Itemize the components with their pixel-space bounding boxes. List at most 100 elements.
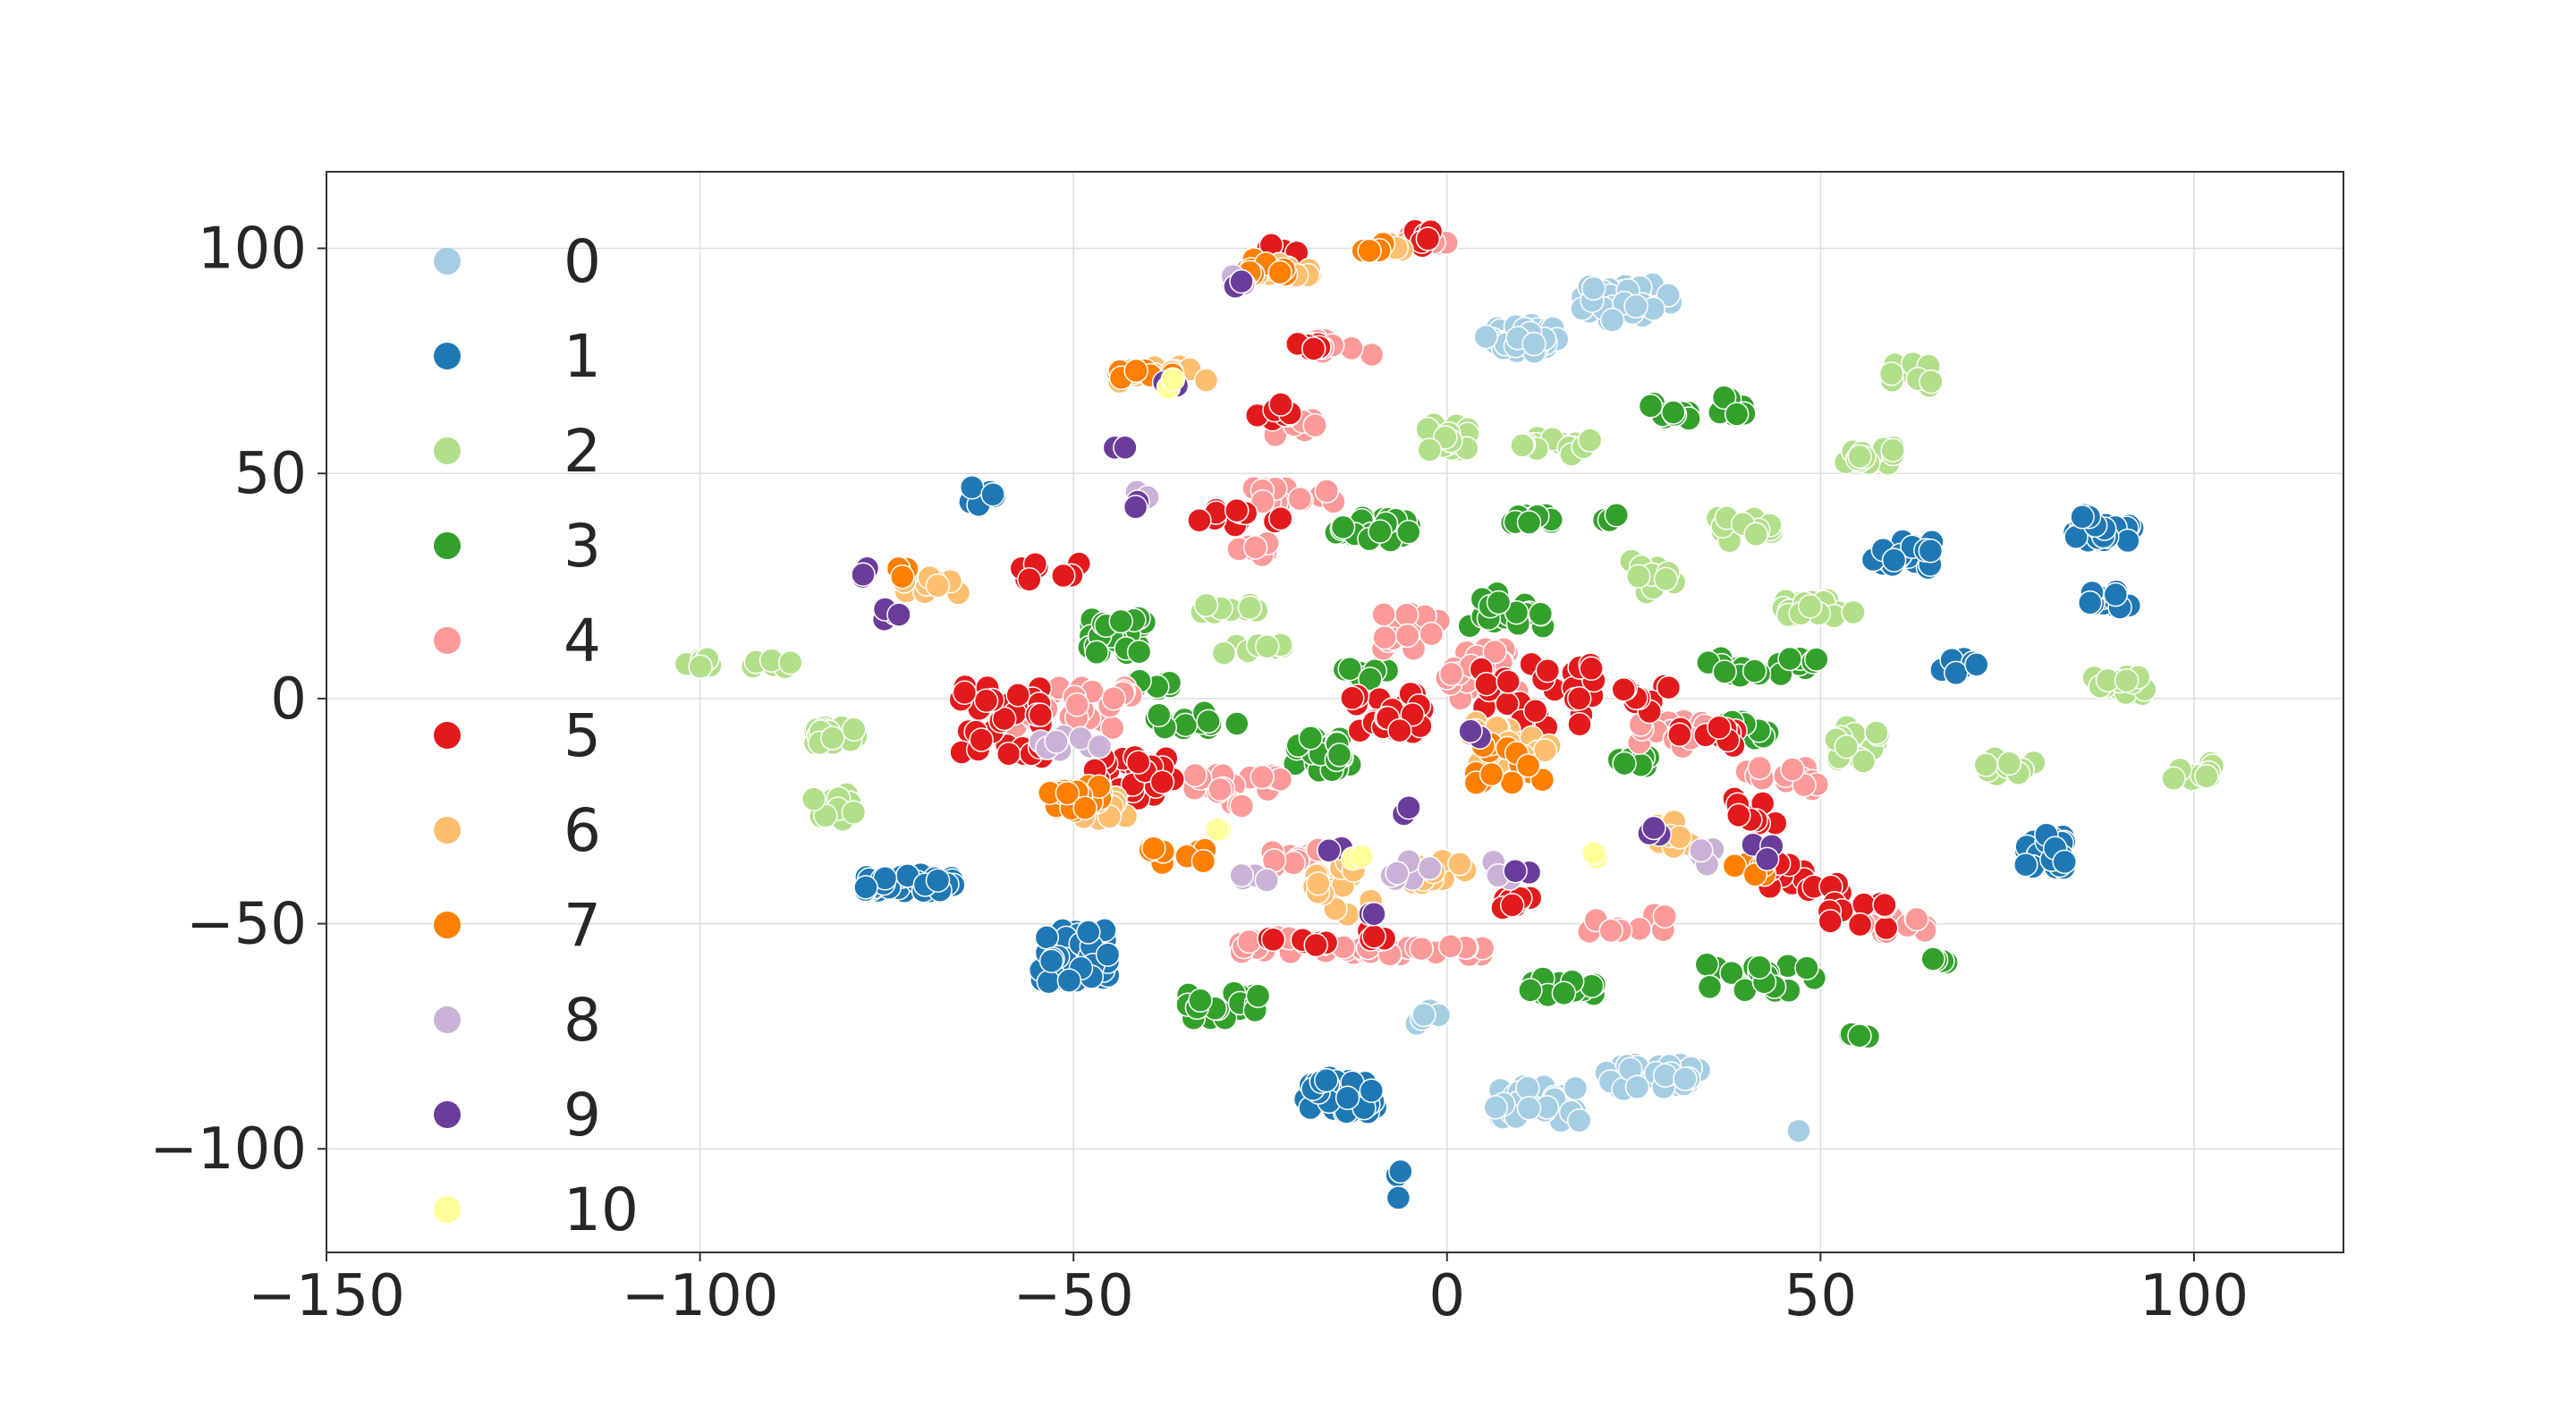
data-point — [1786, 1118, 1811, 1143]
data-point — [1579, 656, 1604, 682]
legend-marker — [434, 627, 461, 654]
data-point — [1317, 837, 1342, 863]
data-point — [2161, 766, 2186, 792]
data-point — [1229, 793, 1255, 819]
data-point — [1388, 1158, 1413, 1184]
data-point — [1250, 764, 1275, 790]
data-point — [925, 868, 951, 893]
data-point — [1303, 932, 1328, 958]
data-point — [1486, 590, 1512, 615]
data-point — [1419, 621, 1445, 647]
data-point — [1064, 692, 1089, 717]
legend-label: 1 — [564, 322, 601, 391]
data-point — [1368, 519, 1393, 544]
data-point — [890, 564, 915, 590]
data-point — [1872, 892, 1897, 918]
data-point — [2114, 667, 2140, 693]
data-point — [952, 680, 978, 706]
data-point — [1458, 718, 1483, 744]
data-point — [1567, 711, 1592, 737]
data-point — [1604, 503, 1630, 528]
data-point — [1873, 915, 1899, 941]
data-point — [1250, 489, 1275, 514]
data-point — [1474, 671, 1499, 697]
y-axis: −100 −50 0 50 100 — [149, 216, 326, 1183]
data-point — [1804, 647, 1829, 672]
data-point — [1973, 752, 1999, 777]
data-point — [1028, 702, 1054, 727]
legend: 0 1 2 3 4 5 6 7 8 9 10 — [434, 227, 639, 1244]
data-point — [2013, 852, 2038, 878]
legend-label: 3 — [564, 512, 601, 581]
data-point — [2194, 763, 2219, 789]
data-point — [1743, 522, 1768, 547]
data-point — [1623, 293, 1648, 319]
data-point — [1580, 276, 1606, 301]
data-point — [853, 875, 878, 900]
data-point — [959, 474, 985, 500]
data-point — [1797, 594, 1823, 619]
data-point — [1349, 844, 1374, 870]
data-point — [1944, 660, 1969, 686]
data-point — [841, 717, 867, 742]
data-point — [1051, 563, 1076, 589]
data-point — [1385, 861, 1410, 886]
data-point — [2103, 581, 2129, 607]
data-point — [1361, 924, 1386, 949]
data-point — [1237, 595, 1263, 621]
data-point — [1224, 497, 1250, 523]
legend-marker — [434, 1101, 461, 1128]
data-point — [1055, 780, 1080, 806]
data-point — [1711, 385, 1737, 411]
data-point — [1918, 538, 1944, 564]
data-point — [1193, 592, 1219, 618]
data-point — [1479, 761, 1504, 787]
data-point — [1599, 308, 1625, 333]
data-point — [1242, 535, 1268, 560]
data-point — [1656, 675, 1682, 700]
data-point — [1149, 769, 1175, 794]
y-tick-label: −100 — [149, 1116, 307, 1183]
legend-label: 10 — [564, 1175, 639, 1244]
legend-marker — [434, 343, 461, 369]
data-point — [1229, 268, 1254, 294]
data-point — [1095, 942, 1121, 967]
data-points — [674, 218, 2225, 1210]
data-point — [1160, 367, 1186, 392]
data-point — [1754, 846, 1780, 872]
data-point — [2070, 505, 2095, 530]
legend-label: 7 — [564, 891, 601, 960]
data-point — [2077, 590, 2103, 615]
data-point — [1409, 936, 1434, 962]
data-point — [1852, 892, 1877, 917]
legend-label: 8 — [564, 986, 601, 1055]
data-point — [1101, 686, 1126, 711]
data-point — [996, 741, 1021, 767]
series-3 — [1077, 385, 1959, 1049]
data-point — [1566, 686, 1592, 711]
data-point — [1340, 685, 1365, 711]
legend-label: 0 — [564, 227, 601, 296]
data-point — [1087, 734, 1113, 759]
data-point — [1260, 927, 1286, 953]
x-tick-label: −100 — [622, 1263, 779, 1329]
x-tick-label: 50 — [1784, 1263, 1857, 1329]
data-point — [1357, 238, 1382, 264]
data-point — [1535, 658, 1561, 683]
data-point — [1482, 639, 1507, 665]
data-point — [1188, 988, 1213, 1014]
data-point — [973, 688, 999, 714]
data-point — [1017, 567, 1042, 592]
data-point — [777, 649, 803, 675]
data-point — [1566, 1107, 1592, 1133]
data-point — [1005, 683, 1030, 708]
legend-marker — [434, 1196, 461, 1223]
data-point — [1437, 934, 1463, 959]
grid-lines — [326, 172, 2343, 1252]
legend-label: 6 — [564, 796, 601, 865]
data-point — [1694, 952, 1720, 978]
data-point — [1193, 368, 1219, 393]
plot-frame — [326, 171, 2344, 1253]
data-point — [1123, 495, 1148, 520]
data-point — [1361, 901, 1386, 927]
